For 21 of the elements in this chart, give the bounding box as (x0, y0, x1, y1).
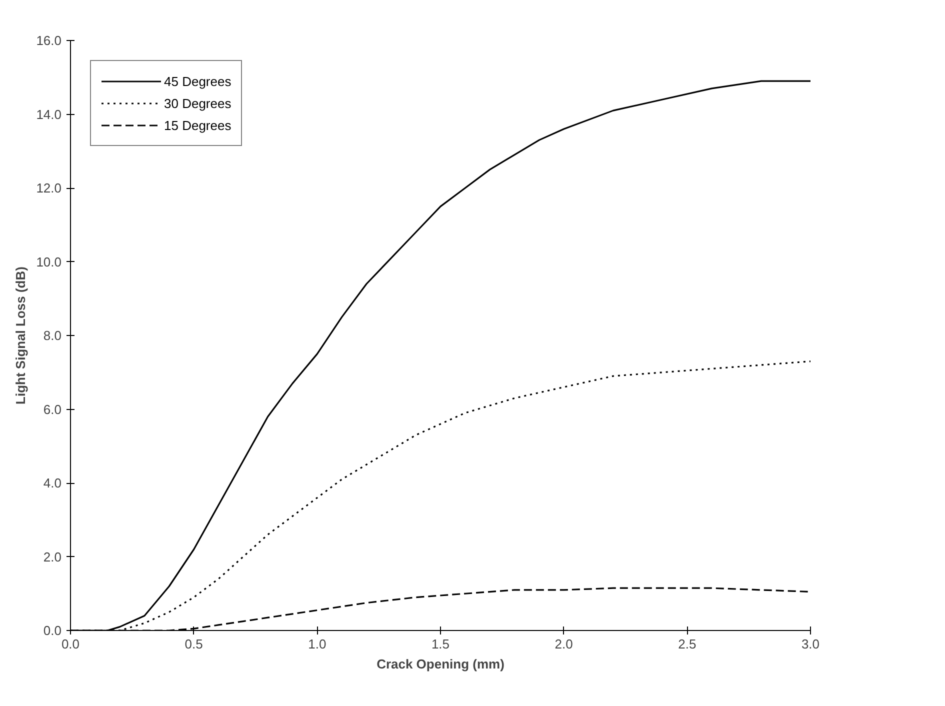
y-tick-label: 10.0 (36, 254, 62, 270)
y-tick-label: 2.0 (43, 549, 62, 564)
y-tick-label: 4.0 (43, 476, 62, 490)
y-tick-label: 14.0 (36, 106, 62, 122)
x-tick-label: 1.5 (431, 636, 450, 652)
x-tick-label: 2.5 (678, 636, 696, 652)
legend-label: 45 Degrees (164, 74, 232, 88)
y-axis-title: Light Signal Loss (dB) (13, 266, 28, 404)
y-tick-label: 8.0 (43, 328, 62, 343)
x-tick-label: 2.0 (554, 636, 573, 652)
x-tick-label: 0.0 (61, 636, 80, 652)
y-tick-label: 6.0 (43, 402, 62, 417)
x-tick-label: 3.0 (801, 636, 820, 652)
x-tick-label: 0.5 (184, 636, 203, 652)
y-tick-label: 16.0 (36, 33, 62, 48)
x-tick-label: 1.0 (308, 636, 326, 652)
legend-label: 30 Degrees (164, 96, 232, 110)
y-tick-label: 12.0 (36, 180, 62, 196)
y-tick-label: 0.0 (43, 623, 62, 638)
x-axis-title: Crack Opening (mm) (376, 656, 504, 672)
legend-label: 15 Degrees (164, 118, 232, 132)
